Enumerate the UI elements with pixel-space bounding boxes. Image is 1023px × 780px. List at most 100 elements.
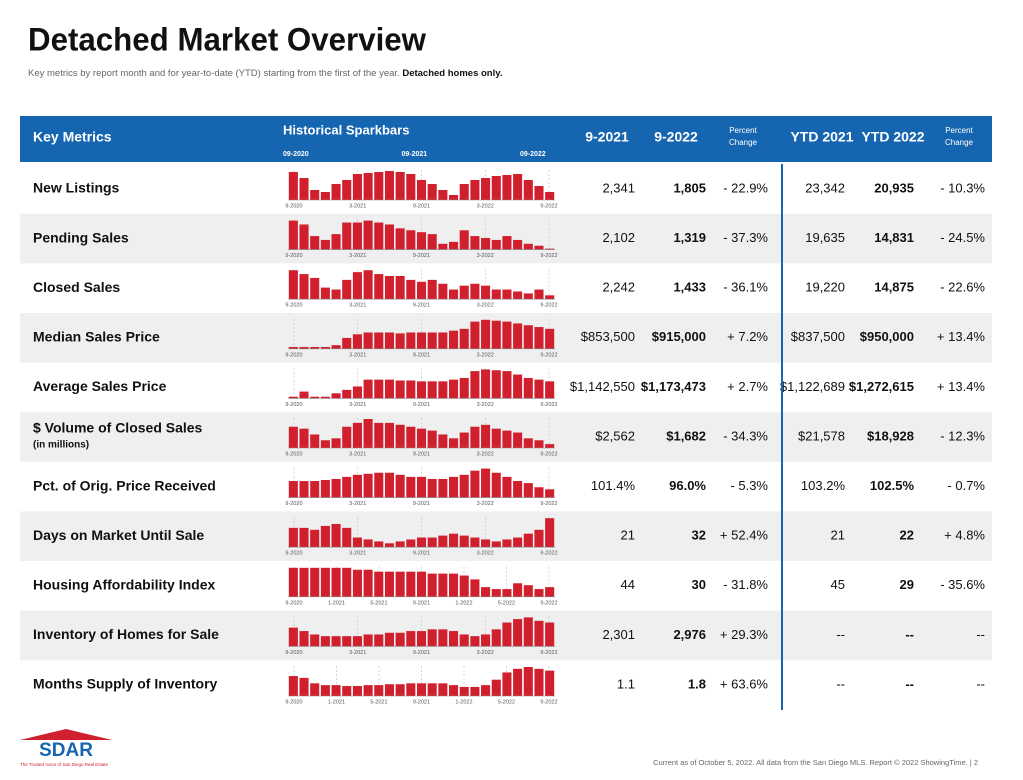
header-cells: 09-2020 09-2021 09-2022 9-2021 9-2022 Percent… xyxy=(283,126,974,158)
col-header-line: Percent xyxy=(945,126,973,135)
sparkbar xyxy=(363,332,373,349)
sparkbar xyxy=(363,685,373,696)
metric-value: 1,805 xyxy=(673,180,706,195)
sparkbar xyxy=(470,283,480,300)
spark-label: 9-2022 xyxy=(540,253,557,259)
spark-label: 3-2021 xyxy=(349,451,366,457)
sparkbar xyxy=(523,377,533,399)
spark-label: 3-2021 xyxy=(349,303,366,309)
metric-value: $21,578 xyxy=(798,428,845,443)
sparkbar xyxy=(310,683,320,696)
header-bar xyxy=(20,116,992,162)
metric-value: + 63.6% xyxy=(720,676,769,691)
metric-value: + 13.4% xyxy=(937,329,986,344)
metric-value: $1,142,550 xyxy=(570,379,635,394)
sparkbar xyxy=(384,684,394,696)
sparkbar xyxy=(481,238,491,250)
metric-value: 44 xyxy=(621,577,635,592)
sparkbar xyxy=(427,184,437,200)
sparkbar xyxy=(310,277,320,300)
sparkbar xyxy=(310,481,320,498)
sparkbar xyxy=(352,334,362,349)
sparkbar xyxy=(449,631,459,647)
sparkbar xyxy=(395,632,405,647)
sparkbar xyxy=(491,541,501,548)
sparkbar xyxy=(491,472,501,498)
sparkbar xyxy=(288,270,298,300)
metric-value: 14,831 xyxy=(874,230,914,245)
sparkbar xyxy=(416,683,427,696)
sparkbar xyxy=(363,539,373,548)
sparkbar xyxy=(331,524,341,548)
metric-value: 14,875 xyxy=(874,280,914,295)
sparkbar xyxy=(523,243,533,250)
sparkbar xyxy=(470,180,480,200)
sparkbar xyxy=(449,573,459,597)
sparkbar xyxy=(427,430,437,448)
metric-value: + 7.2% xyxy=(727,329,768,344)
metric-value: 2,341 xyxy=(602,180,635,195)
footer-note: Current as of October 5, 2022. All data … xyxy=(653,758,978,767)
sparkbar xyxy=(363,173,373,200)
spark-label: 3-2022 xyxy=(477,402,494,408)
sparkbar xyxy=(502,321,512,349)
metric-value: $950,000 xyxy=(860,329,914,344)
sparkbar xyxy=(352,686,362,696)
sparkbar xyxy=(491,289,501,300)
sparkbar xyxy=(523,533,533,548)
sparkbar xyxy=(449,195,459,200)
sparkbar xyxy=(438,243,448,250)
sparkbar xyxy=(470,236,480,250)
metric-value: -- xyxy=(836,676,845,691)
metric-value: 2,102 xyxy=(602,230,635,245)
sparkbar xyxy=(331,184,341,200)
sparkbar xyxy=(502,622,512,647)
sparkbar xyxy=(416,332,427,349)
spark-label: 5-2021 xyxy=(370,600,387,606)
sparkbar xyxy=(320,192,330,200)
metric-value: $18,928 xyxy=(867,428,914,443)
sparkbar xyxy=(406,332,416,349)
sparkbar xyxy=(374,222,384,250)
sparkbar xyxy=(299,567,309,597)
metric-value: 1.8 xyxy=(688,676,706,691)
sparkbar xyxy=(320,685,330,696)
sparkbar xyxy=(363,569,373,597)
spark-label: 9-2021 xyxy=(413,501,430,507)
sparkbar xyxy=(384,632,394,647)
metric-value: 21 xyxy=(831,528,845,543)
sparkbar xyxy=(331,234,341,250)
sparkbar xyxy=(363,634,373,647)
sparkbar xyxy=(320,396,330,399)
sparkbar xyxy=(342,636,352,647)
sparkbar xyxy=(331,289,341,300)
sparkbar xyxy=(320,440,330,448)
sparkbar xyxy=(481,685,491,696)
sparkbar xyxy=(374,685,384,696)
sparkbar xyxy=(502,236,512,250)
sparkbar xyxy=(534,186,544,200)
sparkbar xyxy=(459,575,469,597)
sparkbar xyxy=(384,224,394,250)
sparkbar xyxy=(513,537,523,548)
metric-value: 96.0% xyxy=(669,478,706,493)
metric-value: -- xyxy=(976,676,985,691)
sparkbar xyxy=(481,319,491,349)
sparkbar xyxy=(374,634,384,647)
sparkbar xyxy=(545,328,555,349)
spark-label: 5-2021 xyxy=(370,699,387,705)
sparkbar xyxy=(352,636,362,647)
sparkbar xyxy=(502,672,512,696)
sparkbar xyxy=(288,527,298,548)
metric-value: $1,272,615 xyxy=(849,379,914,394)
spark-label: 5-2022 xyxy=(498,699,515,705)
sparkbar xyxy=(320,287,330,300)
sparkbar xyxy=(416,537,427,548)
sparkbar xyxy=(545,518,555,548)
sparkbar xyxy=(374,172,384,200)
sparkbar xyxy=(438,190,448,200)
sparkbar xyxy=(545,489,555,498)
metric-name: Days on Market Until Sale xyxy=(33,527,204,543)
sparkbar xyxy=(481,285,491,300)
sparkbar xyxy=(331,478,341,498)
